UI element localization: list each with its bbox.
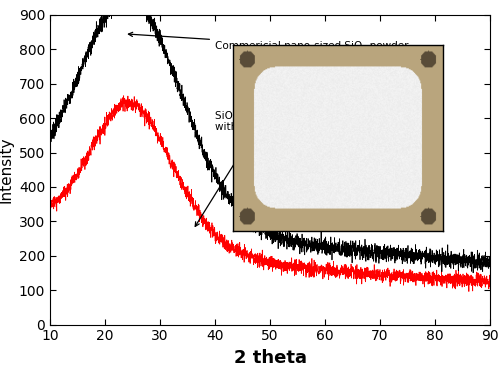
Text: Commericial nano-sized SiO₂ powder: Commericial nano-sized SiO₂ powder: [128, 32, 408, 51]
Text: SiO₂ cake formed
within filter press: SiO₂ cake formed within filter press: [195, 111, 306, 226]
X-axis label: 2 theta: 2 theta: [234, 349, 306, 367]
Y-axis label: Intensity: Intensity: [0, 137, 13, 203]
